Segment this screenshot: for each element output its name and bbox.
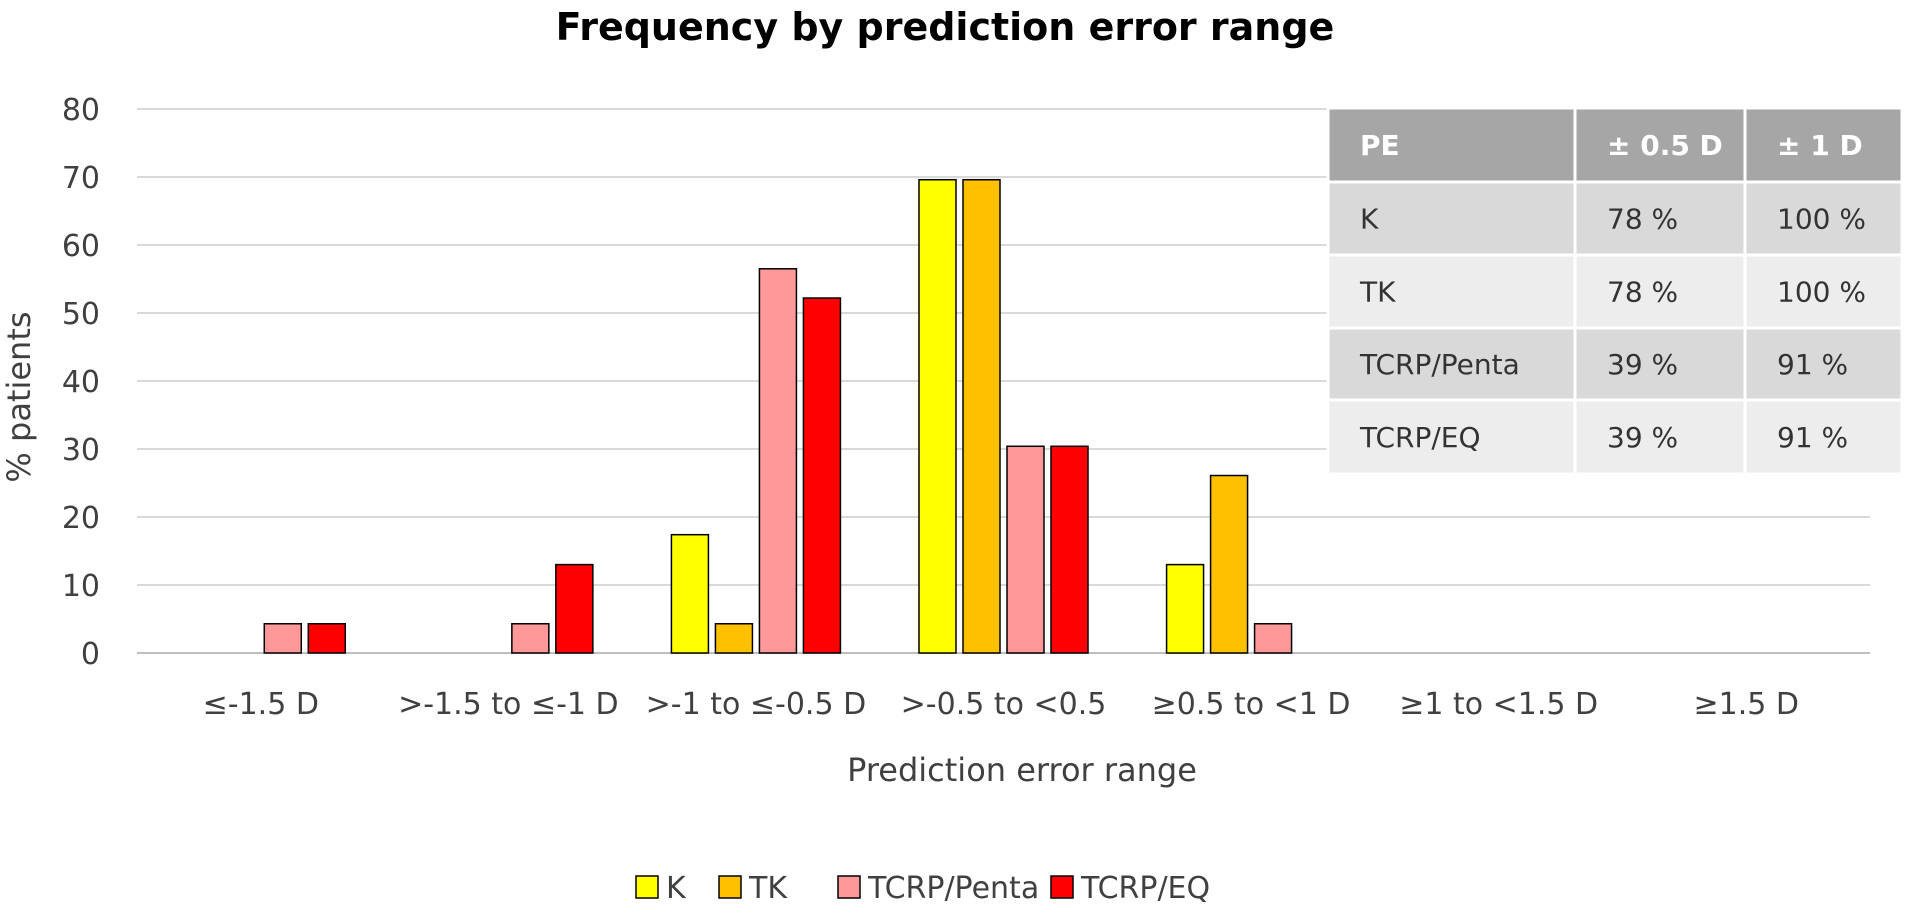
y-tick-label: 60 xyxy=(62,229,100,264)
x-tick-label: >-1 to ≤-0.5 D xyxy=(646,687,867,722)
bar xyxy=(918,178,957,654)
bar xyxy=(1006,445,1045,654)
bar xyxy=(670,533,710,654)
table-cell: 91 % xyxy=(1777,348,1848,381)
x-tick-label: ≥1.5 D xyxy=(1693,687,1798,722)
y-tick-label: 70 xyxy=(62,161,100,196)
legend-item: TK xyxy=(718,871,788,906)
bar xyxy=(802,297,842,654)
bars xyxy=(263,178,1293,654)
table-cell: TK xyxy=(1359,276,1396,309)
bar xyxy=(1209,474,1249,654)
x-axis-label: Prediction error range xyxy=(847,751,1197,789)
y-tick-label: 0 xyxy=(81,637,100,672)
x-axis-ticks: ≤-1.5 D >-1.5 to ≤-1 D >-1 to ≤-0.5 D >-0.5… xyxy=(203,687,1799,722)
legend-label: TCRP/EQ xyxy=(1080,871,1210,906)
x-tick-label: ≥1 to <1.5 D xyxy=(1399,687,1598,722)
y-tick-label: 80 xyxy=(62,93,100,128)
table-cell-bg xyxy=(1743,253,1904,330)
table-header-cell: PE xyxy=(1360,129,1400,162)
x-tick-label: >-0.5 to <0.5 xyxy=(901,687,1107,722)
legend: K TK TCRP/Penta TCRP/EQ xyxy=(635,871,1210,906)
table-cell: TCRP/Penta xyxy=(1359,348,1520,381)
y-axis-label: % patients xyxy=(0,311,38,482)
gridlines xyxy=(137,108,1870,654)
table-cell: 78 % xyxy=(1607,276,1678,309)
table-row: TCRP/Penta 39 % 91 % xyxy=(1326,326,1904,402)
x-tick-label: ≤-1.5 D xyxy=(203,687,319,722)
bar xyxy=(307,623,347,654)
y-tick-label: 40 xyxy=(62,365,100,400)
table-header-cell: ± 0.5 D xyxy=(1607,129,1723,162)
legend-swatch xyxy=(718,875,742,899)
bar xyxy=(1165,563,1205,654)
legend-item: TCRP/Penta xyxy=(837,871,1039,906)
table-cell: 100 % xyxy=(1777,276,1866,309)
bar xyxy=(1050,445,1089,654)
table-header-cell: ± 1 D xyxy=(1777,129,1863,162)
table-cell-bg xyxy=(1326,398,1577,476)
legend-item: TCRP/EQ xyxy=(1050,871,1210,906)
legend-swatch xyxy=(837,875,861,899)
table-cell: K xyxy=(1360,203,1379,236)
table-cell-bg xyxy=(1326,253,1577,330)
bar xyxy=(714,623,754,654)
table-cell-bg xyxy=(1573,326,1747,402)
table-cell: 91 % xyxy=(1777,421,1848,454)
table-header-row: PE ± 0.5 D ± 1 D xyxy=(1326,106,1904,184)
x-tick-label: >-1.5 to ≤-1 D xyxy=(398,687,619,722)
table-row: TK 78 % 100 % xyxy=(1326,253,1904,330)
legend-label: TK xyxy=(748,871,788,906)
table-cell-bg xyxy=(1743,326,1904,402)
table-cell: TCRP/EQ xyxy=(1359,421,1481,454)
legend-swatch xyxy=(635,875,659,899)
bar xyxy=(263,623,303,654)
y-axis-ticks: 0 10 20 30 40 50 60 70 80 xyxy=(62,93,100,672)
legend-item: K xyxy=(635,871,687,906)
table-cell-bg xyxy=(1743,398,1904,476)
table-cell: 39 % xyxy=(1607,348,1678,381)
table-row: K 78 % 100 % xyxy=(1326,180,1904,257)
legend-label: TCRP/Penta xyxy=(867,871,1039,906)
legend-label: K xyxy=(666,871,687,906)
bar xyxy=(555,563,594,654)
y-tick-label: 20 xyxy=(62,501,100,536)
legend-swatch xyxy=(1050,875,1074,899)
y-tick-label: 10 xyxy=(62,569,100,604)
bar xyxy=(758,268,798,654)
chart-title: Frequency by prediction error range xyxy=(556,5,1335,49)
bar xyxy=(962,178,1001,654)
y-tick-label: 50 xyxy=(62,297,100,332)
x-tick-label: ≥0.5 to <1 D xyxy=(1152,687,1351,722)
y-tick-label: 30 xyxy=(62,433,100,468)
table-cell: 78 % xyxy=(1607,203,1678,236)
summary-table: PE ± 0.5 D ± 1 D K 78 % 100 % TK 78 % 100 % TCRP/… xyxy=(1326,106,1904,476)
table-cell: 100 % xyxy=(1777,203,1866,236)
bar xyxy=(511,623,550,654)
bar xyxy=(1253,623,1293,654)
table-row: TCRP/EQ 39 % 91 % xyxy=(1326,398,1904,476)
table-cell: 39 % xyxy=(1607,421,1678,454)
